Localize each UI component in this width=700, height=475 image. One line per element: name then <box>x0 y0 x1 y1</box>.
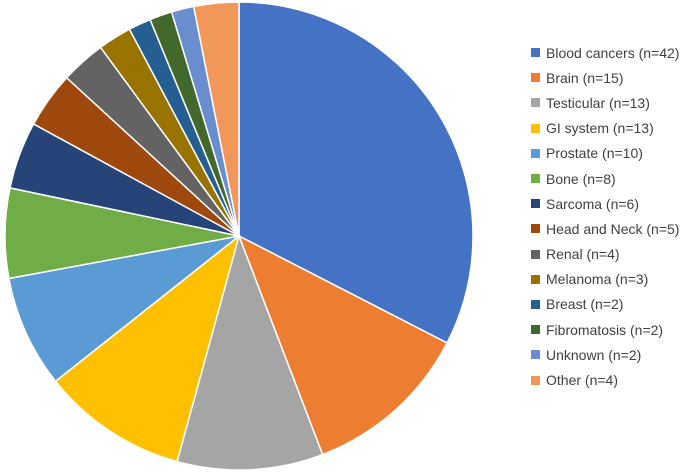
legend-swatch <box>531 375 540 385</box>
legend-swatch <box>531 123 540 133</box>
pie-slice-prostate <box>8 235 240 383</box>
legend-swatch <box>531 224 540 234</box>
legend-swatch <box>531 73 540 83</box>
legend-label: Testicular (n=13) <box>546 94 650 111</box>
legend-label: Head and Neck (n=5) <box>546 220 680 237</box>
legend-label: Melanoma (n=3) <box>546 271 649 288</box>
legend-label: Other (n=4) <box>546 372 618 389</box>
legend-label: Blood cancers (n=42) <box>546 44 680 61</box>
legend-item-brain: Brain (n=15) <box>531 65 679 90</box>
pie-slice-blood-cancers <box>238 1 474 345</box>
legend-item-unknown: Unknown (n=2) <box>531 342 679 367</box>
pie-slice-testicular <box>176 233 324 471</box>
legend-swatch <box>531 274 540 284</box>
legend-label: Renal (n=4) <box>546 246 620 263</box>
pie-slice-gi-system <box>54 233 241 463</box>
legend-item-prostate: Prostate (n=10) <box>531 141 679 166</box>
pie-slice-other <box>192 1 240 237</box>
legend-label: Sarcoma (n=6) <box>546 195 639 212</box>
legend-swatch <box>531 98 540 108</box>
legend-swatch <box>531 199 540 209</box>
legend-label: GI system (n=13) <box>546 120 654 137</box>
legend-swatch <box>531 325 540 335</box>
legend-item-fibromatosis: Fibromatosis (n=2) <box>531 317 679 342</box>
legend-item-breast: Breast (n=2) <box>531 292 679 317</box>
legend-item-gi-system: GI system (n=13) <box>531 116 679 141</box>
legend-swatch <box>531 148 540 158</box>
legend-item-renal: Renal (n=4) <box>531 242 679 267</box>
legend-swatch <box>531 299 540 309</box>
legend-label: Prostate (n=10) <box>546 145 643 162</box>
chart-legend: Blood cancers (n=42) Brain (n=15) Testicul… <box>531 40 679 393</box>
legend-item-blood-cancers: Blood cancers (n=42) <box>531 40 679 65</box>
legend-item-testicular: Testicular (n=13) <box>531 90 679 115</box>
legend-label: Fibromatosis (n=2) <box>546 321 664 338</box>
legend-swatch <box>531 48 540 58</box>
legend-item-bone: Bone (n=8) <box>531 166 679 191</box>
legend-label: Unknown (n=2) <box>546 346 642 363</box>
legend-item-other: Other (n=4) <box>531 367 679 392</box>
pie-slice-brain <box>237 234 449 456</box>
legend-label: Bone (n=8) <box>546 170 616 187</box>
legend-item-melanoma: Melanoma (n=3) <box>531 267 679 292</box>
legend-swatch <box>531 350 540 360</box>
legend-item-head-and-neck: Head and Neck (n=5) <box>531 216 679 241</box>
legend-item-sarcoma: Sarcoma (n=6) <box>531 191 679 216</box>
legend-swatch <box>531 249 540 259</box>
legend-label: Breast (n=2) <box>546 296 624 313</box>
legend-label: Brain (n=15) <box>546 69 624 86</box>
legend-swatch <box>531 174 540 184</box>
